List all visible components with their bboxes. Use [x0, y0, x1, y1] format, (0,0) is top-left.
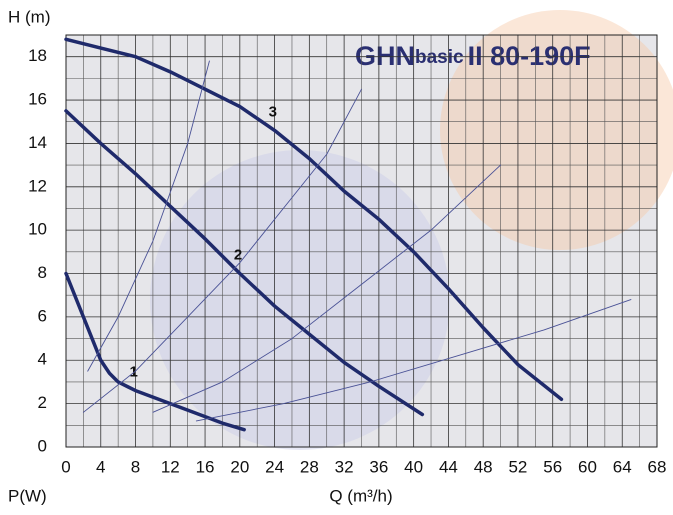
curve: [64, 109, 425, 417]
watermark: [150, 150, 450, 450]
x-tick-label: 60: [578, 457, 597, 476]
curve: [64, 271, 246, 432]
x-tick-label: 8: [131, 457, 140, 476]
x-tick-label: 0: [61, 457, 70, 476]
y-tick-label: 6: [38, 306, 47, 325]
y-tick-label: 14: [28, 133, 47, 152]
x-tick-label: 48: [474, 457, 493, 476]
x-tick-label: 44: [439, 457, 458, 476]
x-tick-label: 32: [335, 457, 354, 476]
curve-label: 2: [234, 246, 242, 263]
x-tick-label: 12: [161, 457, 180, 476]
y-tick-label: 0: [38, 436, 47, 455]
x-tick-label: 68: [648, 457, 667, 476]
y-tick-label: 2: [38, 393, 47, 412]
watermark: [440, 10, 673, 250]
y-tick-label: 18: [28, 46, 47, 65]
y-tick-label: 16: [28, 90, 47, 109]
x-tick-label: 28: [300, 457, 319, 476]
curve: [195, 299, 632, 422]
curve: [82, 88, 362, 413]
x-tick-label: 20: [230, 457, 249, 476]
x-tick-label: 52: [508, 457, 527, 476]
x-tick-label: 40: [404, 457, 423, 476]
plot-frame: [65, 34, 658, 448]
title-rest: II 80-190F: [468, 41, 591, 71]
x-tick-label: 64: [613, 457, 632, 476]
curve-label: 3: [269, 103, 277, 120]
curve: [152, 164, 502, 413]
y-tick-label: 10: [28, 220, 47, 239]
x-tick-label: 56: [543, 457, 562, 476]
title-sub: basic: [415, 47, 464, 68]
chart-title: GHNbasic II 80-190F: [355, 41, 591, 71]
x-axis-label: Q (m³/h): [329, 486, 392, 505]
title-main: GHN: [355, 41, 415, 71]
x-tick-label: 36: [369, 457, 388, 476]
y-tick-label: 8: [38, 263, 47, 282]
x-tick-label: 24: [265, 457, 284, 476]
curve: [87, 60, 210, 372]
y-axis-label: H (m): [8, 7, 50, 26]
x-tick-label: 4: [96, 457, 105, 476]
x-tick-label: 16: [196, 457, 215, 476]
power-label: P(W): [8, 486, 47, 505]
y-tick-label: 4: [38, 350, 47, 369]
y-tick-label: 12: [28, 176, 47, 195]
curve: [64, 37, 564, 402]
